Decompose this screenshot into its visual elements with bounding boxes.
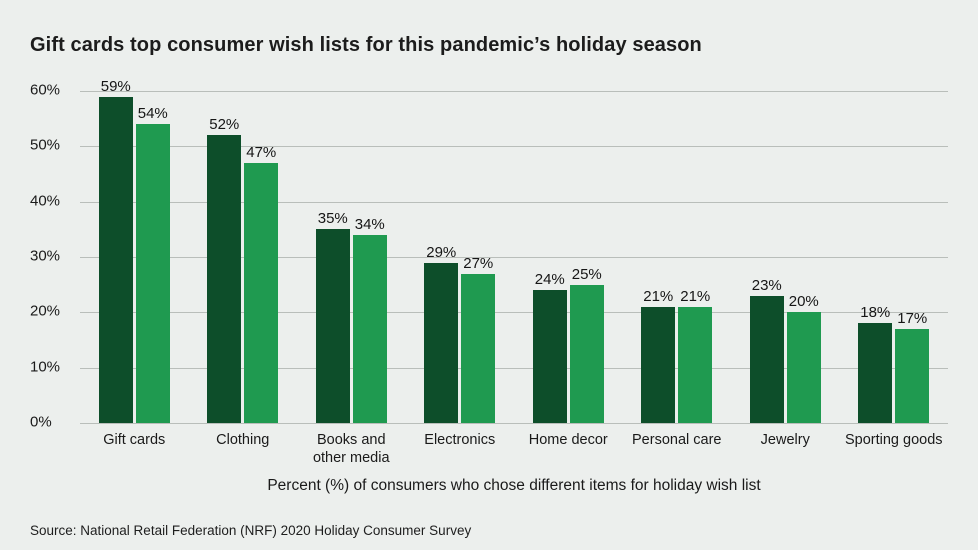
bar-value-label: 54% xyxy=(137,105,168,123)
bar-group: 29% 27% xyxy=(406,91,515,423)
bar-value-label: 23% xyxy=(751,276,782,294)
bar xyxy=(641,306,676,423)
bar-value-label: 21% xyxy=(643,287,674,305)
bar-group: 59% 54% xyxy=(80,78,189,423)
gridline-60 xyxy=(80,91,948,92)
bar-column: 24% xyxy=(532,271,567,423)
bar-value-label: 35% xyxy=(317,210,348,228)
gridline-10 xyxy=(80,367,948,369)
bar xyxy=(858,323,893,423)
bar xyxy=(424,262,459,423)
category-label: Home decor xyxy=(528,432,608,448)
bar-value-label: 17% xyxy=(897,309,928,327)
bar-column: 59% xyxy=(98,77,133,423)
bar-chart: 60% 50% 40% 30% 20% 10% 0% 59% 54% 52% 47% 35% 34% 2… xyxy=(30,78,949,495)
bar-group: 21% 21% xyxy=(623,91,732,423)
bar-value-label: 34% xyxy=(354,215,385,233)
bar-group: 23% 20% xyxy=(731,91,840,423)
bar-value-label: 21% xyxy=(680,287,711,305)
y-tick-label-20: 20% xyxy=(30,302,61,320)
chart-title: Gift cards top consumer wish lists for t… xyxy=(30,34,702,56)
bar-column: 29% xyxy=(424,243,459,423)
bar-column: 35% xyxy=(315,210,350,423)
bar-value-label: 59% xyxy=(100,77,131,95)
x-axis-caption: Percent (%) of consumers who chose diffe… xyxy=(267,477,761,495)
gridline-30 xyxy=(80,257,948,258)
bar-group: 24% 25% xyxy=(514,91,623,423)
bar xyxy=(352,234,387,423)
bar-value-label: 20% xyxy=(788,293,819,311)
bar xyxy=(135,124,170,423)
bar xyxy=(461,273,496,423)
bar-column: 21% xyxy=(678,287,713,423)
bar xyxy=(244,162,279,423)
bar-column: 21% xyxy=(641,287,676,423)
bar-groups: 59% 54% 52% 47% 35% 34% 29% 27% 24% 25% 21% 21% 23% 2… xyxy=(80,78,949,423)
category-label: Gift cards xyxy=(103,432,166,448)
bar xyxy=(315,229,350,423)
gridline-40 xyxy=(80,201,948,203)
bar-value-label: 52% xyxy=(209,116,240,134)
bar-column: 47% xyxy=(244,143,279,423)
bar-column: 17% xyxy=(895,309,930,423)
bar-column: 23% xyxy=(749,276,784,423)
bar xyxy=(786,312,821,423)
y-tick-label-60: 60% xyxy=(30,81,61,99)
y-tick-label-30: 30% xyxy=(30,247,61,265)
bar-value-label: 27% xyxy=(463,254,494,272)
bar xyxy=(532,290,567,423)
y-axis: 60% 50% 40% 30% 20% 10% 0% xyxy=(30,82,80,431)
gridline-50 xyxy=(80,146,948,148)
bar-value-label: 25% xyxy=(571,265,602,283)
gridline-0 xyxy=(80,423,948,424)
bar-column: 20% xyxy=(786,293,821,423)
category-axis: Gift cards Clothing Books and other media E… xyxy=(80,431,948,467)
bar-column: 52% xyxy=(207,116,242,423)
bar-group: 35% 34% xyxy=(297,91,406,423)
bar-group: 52% 47% xyxy=(189,91,298,423)
bar xyxy=(895,328,930,423)
y-tick-label-50: 50% xyxy=(30,136,61,154)
bar xyxy=(98,96,133,423)
category-label: Sporting goods xyxy=(844,432,943,448)
bar xyxy=(569,284,604,423)
bar-value-label: 24% xyxy=(534,271,565,289)
plot-wrapper: 60% 50% 40% 30% 20% 10% 0% 59% 54% 52% 47% 35% 34% 2… xyxy=(30,78,949,431)
gridline-20 xyxy=(80,312,948,314)
bar xyxy=(749,295,784,423)
bar-column: 34% xyxy=(352,215,387,423)
source-note: Source: National Retail Federation (NRF)… xyxy=(30,523,472,538)
bar-column: 25% xyxy=(569,265,604,423)
bar-value-label: 29% xyxy=(426,243,457,261)
bar-column: 18% xyxy=(858,304,893,423)
category-label: Clothing xyxy=(216,432,270,448)
y-tick-label-10: 10% xyxy=(30,358,61,376)
category-label: Electronics xyxy=(424,432,496,448)
bar-group: 18% 17% xyxy=(840,91,949,423)
plot-area: 59% 54% 52% 47% 35% 34% 29% 27% 24% 25% 21% 21% 23% 2… xyxy=(80,78,949,424)
bar-column: 54% xyxy=(135,105,170,423)
bar-column: 27% xyxy=(461,254,496,423)
category-label: Personal care xyxy=(632,432,722,448)
y-tick-label-40: 40% xyxy=(30,192,61,210)
bar-value-label: 47% xyxy=(246,143,277,161)
bar-value-label: 18% xyxy=(860,304,891,322)
category-label: Books and other media xyxy=(312,432,390,467)
bar xyxy=(207,135,242,423)
category-label: Jewelry xyxy=(760,432,810,448)
bar xyxy=(678,306,713,423)
y-tick-label-0: 0% xyxy=(30,413,52,431)
